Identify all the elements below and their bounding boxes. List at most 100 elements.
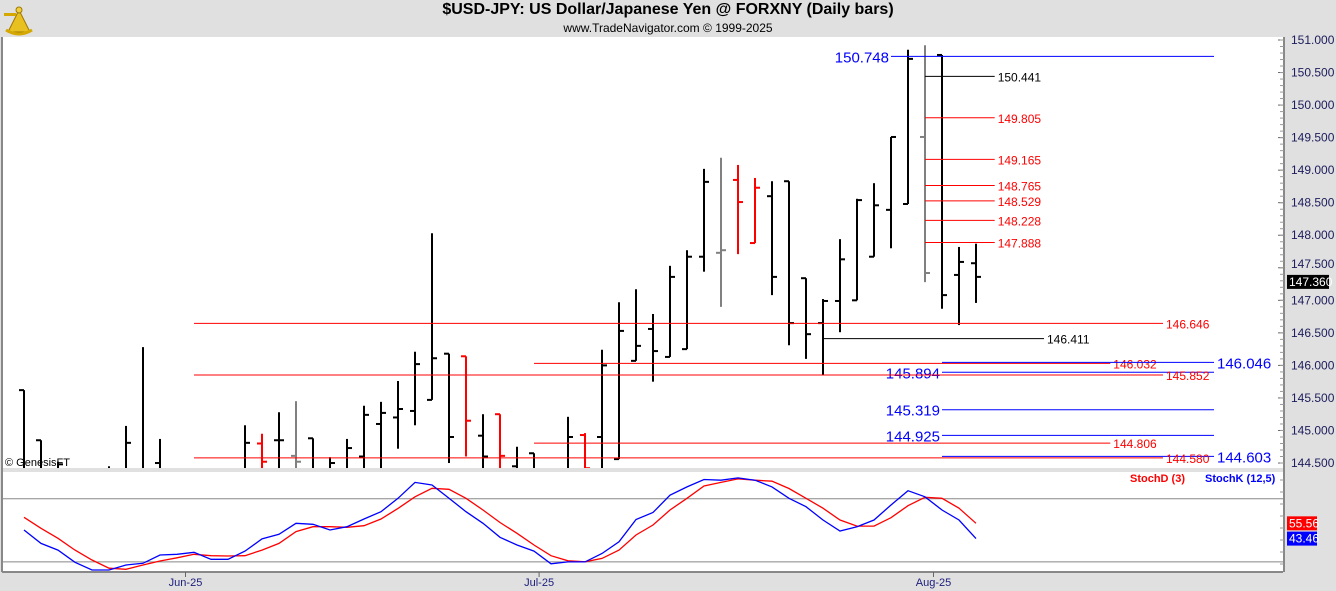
ohlc-bar	[937, 53, 947, 309]
ohlc-bar	[308, 437, 314, 468]
ohlc-bar	[971, 243, 981, 303]
level-label: 148.529	[998, 195, 1042, 209]
ohlc-bar	[682, 250, 692, 351]
sextant-logo-icon	[4, 6, 33, 36]
axis-tick-label: 146.000	[1291, 358, 1335, 372]
level-line[interactable]: 146.411	[823, 333, 1090, 347]
axis-tick-label: 149.000	[1291, 163, 1335, 177]
ohlc-bar	[393, 381, 403, 449]
ohlc-bar	[495, 413, 505, 468]
axis-tick-label: 148.000	[1291, 228, 1335, 242]
axis-tick-label: 145.000	[1291, 423, 1335, 437]
level-line[interactable]: 148.228	[925, 214, 1041, 228]
level-label: 144.925	[886, 428, 940, 445]
ohlc-bar	[427, 233, 437, 401]
ohlc-bar	[631, 289, 641, 362]
level-label: 148.228	[998, 214, 1042, 228]
ohlc-bar	[801, 277, 811, 359]
axis-tick-label: 148.500	[1291, 196, 1335, 210]
level-line[interactable]: 149.165	[925, 153, 1041, 167]
ohlc-bar	[125, 425, 131, 468]
ohlc-bar	[614, 302, 624, 461]
date-label: Aug-25	[916, 577, 951, 589]
stochk-line	[23, 477, 977, 571]
level-line[interactable]: 148.529	[925, 195, 1041, 209]
ohlc-bar	[329, 457, 335, 468]
level-line[interactable]: 144.603	[942, 449, 1271, 466]
ohlc-bar	[410, 351, 420, 426]
ohlc-bar	[142, 347, 144, 468]
level-line[interactable]: 150.748	[835, 49, 1214, 66]
ohlc-bar	[155, 438, 161, 468]
ohlc-bar	[869, 183, 879, 258]
main-panel	[2, 37, 1283, 468]
ohlc-bar	[57, 461, 63, 468]
ohlc-bar	[19, 389, 25, 468]
axis-tick-label: 147.000	[1291, 293, 1335, 307]
axis-tick-label: 145.500	[1291, 391, 1335, 405]
level-line[interactable]: 145.852	[194, 369, 1210, 383]
axis-tick-label: 147.500	[1291, 257, 1335, 271]
axis-tick-label: 151.000	[1291, 33, 1335, 47]
level-line[interactable]: 148.765	[925, 179, 1041, 193]
level-label: 145.319	[886, 403, 940, 420]
level-line[interactable]: 150.441	[925, 70, 1041, 84]
ohlc-bar	[750, 177, 760, 245]
ohlc-bar	[36, 439, 42, 468]
level-label: 150.748	[835, 49, 889, 66]
last-price-label: 147.360	[1289, 275, 1333, 289]
ohlc-bar	[886, 135, 896, 249]
level-line[interactable]: 145.319	[886, 403, 1214, 420]
ohlc-bar	[529, 452, 535, 468]
level-label: 147.888	[998, 237, 1042, 251]
ohlc-bar	[903, 49, 913, 206]
stoch-last-label: 55.56	[1289, 516, 1319, 530]
level-line[interactable]: 144.925	[886, 428, 1214, 445]
level-label: 145.852	[1166, 369, 1210, 383]
ohlc-bar	[716, 157, 726, 307]
ohlc-bar	[767, 181, 777, 296]
axis-tick-label: 149.500	[1291, 131, 1335, 145]
axis-tick-label: 146.500	[1291, 326, 1335, 340]
last-price-box	[1287, 274, 1329, 289]
copyright-label: © GenesisFT	[5, 457, 70, 469]
ohlc-bar	[461, 355, 471, 457]
stoch-last-label: 43.46	[1289, 532, 1319, 546]
level-line[interactable]: 145.894	[886, 365, 1214, 382]
level-label: 150.441	[998, 70, 1042, 84]
stoch-last-box	[1287, 531, 1317, 546]
ohlc-bar	[478, 414, 488, 468]
ohlc-bar	[346, 438, 352, 468]
level-line[interactable]: 144.580	[194, 452, 1210, 466]
ohlc-bar	[733, 164, 743, 255]
legend-stochk: StochK (12,5)	[1205, 473, 1276, 485]
chart-subtitle: www.TradeNavigator.com © 1999-2025	[563, 21, 773, 35]
level-label: 146.646	[1166, 317, 1210, 331]
level-label: 146.032	[1113, 357, 1157, 371]
ohlc-bar	[597, 349, 607, 468]
level-line[interactable]: 146.032	[534, 357, 1157, 371]
ohlc-bar	[257, 433, 267, 468]
level-line[interactable]: 146.646	[194, 317, 1210, 331]
level-label: 149.805	[998, 112, 1042, 126]
level-line[interactable]: 146.046	[942, 355, 1271, 372]
ohlc-bar	[852, 198, 862, 302]
date-label: Jul-25	[524, 577, 554, 589]
level-label: 148.765	[998, 179, 1042, 193]
level-label: 146.046	[1217, 355, 1271, 372]
ohlc-bar	[835, 239, 845, 333]
ohlc-bar	[444, 352, 454, 464]
level-line[interactable]: 149.805	[925, 112, 1041, 126]
ohlc-bar	[699, 168, 709, 272]
ohlc-bar	[291, 401, 301, 468]
ohlc-bar	[665, 265, 675, 358]
level-label: 146.411	[1047, 333, 1090, 347]
ohlc-bar	[580, 433, 590, 468]
legend-stochd: StochD (3)	[1130, 473, 1185, 485]
level-label: 149.165	[998, 153, 1042, 167]
chart-title: $USD-JPY: US Dollar/Japanese Yen @ FORXN…	[442, 1, 894, 18]
level-label: 145.894	[886, 365, 940, 382]
level-line[interactable]: 147.888	[925, 237, 1041, 251]
level-line[interactable]: 144.806	[534, 437, 1157, 451]
